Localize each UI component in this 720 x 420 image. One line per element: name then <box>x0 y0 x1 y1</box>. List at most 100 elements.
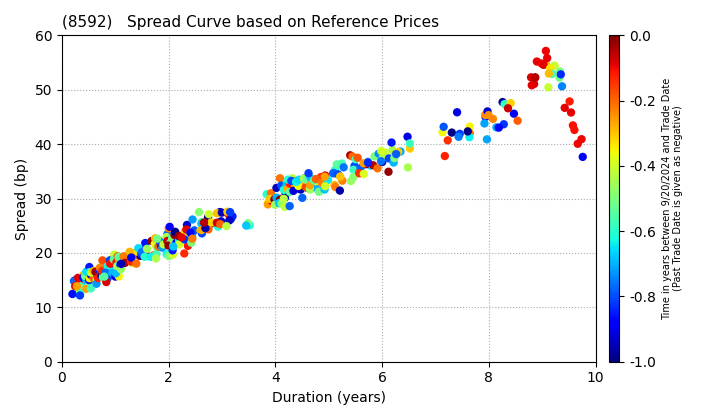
Point <box>287 175 298 181</box>
Point <box>182 242 194 249</box>
Point <box>498 121 510 128</box>
Point <box>223 217 235 224</box>
Point <box>181 222 193 228</box>
Point <box>126 255 138 262</box>
Point <box>360 161 372 168</box>
Point <box>158 241 169 248</box>
Point <box>108 256 120 263</box>
Point <box>543 70 554 77</box>
Point <box>107 255 118 262</box>
Point <box>375 158 387 165</box>
Point <box>68 277 80 284</box>
Point <box>392 149 404 155</box>
Point <box>70 283 81 289</box>
Point <box>206 220 217 227</box>
Point <box>91 273 103 280</box>
Point <box>161 231 173 238</box>
Point <box>104 257 115 264</box>
Point <box>155 242 166 249</box>
Point <box>300 184 312 190</box>
Point <box>74 284 86 290</box>
Point <box>379 149 391 156</box>
Point <box>115 260 127 267</box>
Point <box>337 177 348 184</box>
Point <box>119 260 130 266</box>
Point <box>70 283 81 289</box>
Point <box>94 268 106 275</box>
Point <box>483 112 495 118</box>
Point <box>84 277 95 284</box>
Point <box>108 261 120 268</box>
Point <box>577 154 588 160</box>
Point <box>301 176 312 183</box>
Point <box>125 250 137 257</box>
Point <box>297 194 308 201</box>
Point <box>164 223 176 230</box>
Point <box>390 151 401 158</box>
Point <box>194 227 206 234</box>
Point <box>85 271 96 278</box>
Point <box>464 123 475 130</box>
Point <box>330 184 341 190</box>
Point <box>242 220 253 226</box>
Point <box>402 164 414 171</box>
Point <box>91 281 102 287</box>
Point <box>85 285 96 292</box>
Point <box>276 200 287 207</box>
Point <box>350 156 361 163</box>
Point <box>549 62 560 69</box>
Point <box>372 165 383 172</box>
Point <box>221 223 233 229</box>
Point <box>84 275 95 281</box>
Point <box>377 154 389 161</box>
Point <box>538 62 549 68</box>
Point <box>119 257 130 263</box>
Point <box>161 238 173 244</box>
Point <box>153 243 164 250</box>
Point <box>544 65 556 71</box>
Point <box>140 244 152 251</box>
Point <box>464 130 475 136</box>
Point <box>286 178 297 184</box>
Point <box>198 219 210 226</box>
Point <box>163 242 174 249</box>
Point <box>274 175 286 181</box>
Point <box>180 230 192 237</box>
Point <box>78 272 89 278</box>
Point <box>78 276 89 282</box>
Point <box>376 147 387 154</box>
Point <box>135 252 146 259</box>
Point <box>101 263 112 270</box>
Point <box>278 195 289 202</box>
Point <box>344 152 356 159</box>
Point <box>75 281 86 288</box>
Point <box>289 178 301 185</box>
Point <box>531 58 543 65</box>
Text: (8592)   Spread Curve based on Reference Prices: (8592) Spread Curve based on Reference P… <box>62 15 439 30</box>
Point <box>67 291 78 297</box>
Point <box>151 244 163 251</box>
Point <box>437 129 449 136</box>
Point <box>464 134 475 140</box>
Point <box>196 220 207 227</box>
Point <box>279 194 291 201</box>
Point <box>309 184 320 191</box>
Point <box>104 260 116 267</box>
Point <box>139 253 150 260</box>
Point <box>352 155 364 161</box>
Point <box>288 187 300 194</box>
Point <box>269 201 281 208</box>
Point <box>284 189 296 195</box>
Point <box>329 181 341 188</box>
Point <box>140 240 151 247</box>
Point <box>96 273 107 279</box>
Point <box>168 231 180 238</box>
Point <box>503 105 514 112</box>
Point <box>114 261 126 268</box>
Point <box>576 136 588 142</box>
Point <box>99 268 110 275</box>
Point <box>99 273 110 280</box>
Point <box>334 173 346 180</box>
Point <box>101 270 112 277</box>
Point <box>107 270 118 276</box>
